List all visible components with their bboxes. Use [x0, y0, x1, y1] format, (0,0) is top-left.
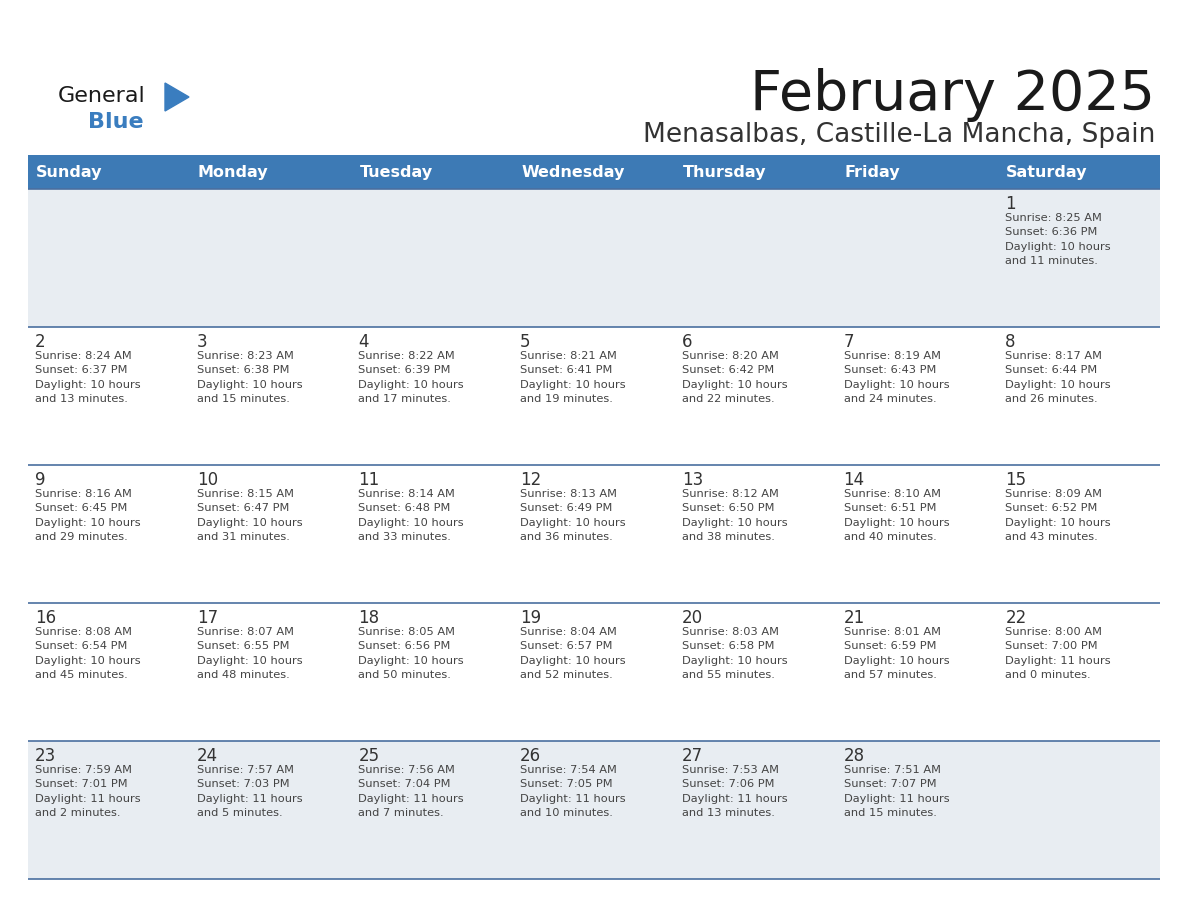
Bar: [29, 465, 1159, 603]
Text: 1: 1: [1005, 195, 1016, 213]
Text: Sunrise: 7:59 AM
Sunset: 7:01 PM
Daylight: 11 hours
and 2 minutes.: Sunrise: 7:59 AM Sunset: 7:01 PM Dayligh…: [34, 765, 140, 818]
Text: Tuesday: Tuesday: [360, 164, 432, 180]
Text: Thursday: Thursday: [683, 164, 766, 180]
Text: 16: 16: [34, 609, 56, 627]
Text: Sunrise: 8:21 AM
Sunset: 6:41 PM
Daylight: 10 hours
and 19 minutes.: Sunrise: 8:21 AM Sunset: 6:41 PM Dayligh…: [520, 351, 626, 404]
Text: Sunrise: 8:23 AM
Sunset: 6:38 PM
Daylight: 10 hours
and 15 minutes.: Sunrise: 8:23 AM Sunset: 6:38 PM Dayligh…: [197, 351, 302, 404]
Polygon shape: [165, 83, 189, 111]
Text: February 2025: February 2025: [750, 68, 1155, 122]
Text: 18: 18: [359, 609, 379, 627]
Text: 7: 7: [843, 333, 854, 351]
Text: 21: 21: [843, 609, 865, 627]
Text: 8: 8: [1005, 333, 1016, 351]
Bar: [29, 603, 1159, 741]
Text: 19: 19: [520, 609, 542, 627]
Text: General: General: [58, 86, 146, 106]
Text: 17: 17: [197, 609, 217, 627]
Text: Sunrise: 8:20 AM
Sunset: 6:42 PM
Daylight: 10 hours
and 22 minutes.: Sunrise: 8:20 AM Sunset: 6:42 PM Dayligh…: [682, 351, 788, 404]
Text: 13: 13: [682, 471, 703, 489]
Text: Sunrise: 8:12 AM
Sunset: 6:50 PM
Daylight: 10 hours
and 38 minutes.: Sunrise: 8:12 AM Sunset: 6:50 PM Dayligh…: [682, 489, 788, 543]
Text: Sunrise: 8:10 AM
Sunset: 6:51 PM
Daylight: 10 hours
and 40 minutes.: Sunrise: 8:10 AM Sunset: 6:51 PM Dayligh…: [843, 489, 949, 543]
Text: 28: 28: [843, 747, 865, 765]
Text: Sunrise: 8:07 AM
Sunset: 6:55 PM
Daylight: 10 hours
and 48 minutes.: Sunrise: 8:07 AM Sunset: 6:55 PM Dayligh…: [197, 627, 302, 680]
Text: 12: 12: [520, 471, 542, 489]
Text: 14: 14: [843, 471, 865, 489]
Text: Sunrise: 8:14 AM
Sunset: 6:48 PM
Daylight: 10 hours
and 33 minutes.: Sunrise: 8:14 AM Sunset: 6:48 PM Dayligh…: [359, 489, 465, 543]
Text: 5: 5: [520, 333, 531, 351]
Text: Sunrise: 8:03 AM
Sunset: 6:58 PM
Daylight: 10 hours
and 55 minutes.: Sunrise: 8:03 AM Sunset: 6:58 PM Dayligh…: [682, 627, 788, 680]
Text: Sunrise: 8:01 AM
Sunset: 6:59 PM
Daylight: 10 hours
and 57 minutes.: Sunrise: 8:01 AM Sunset: 6:59 PM Dayligh…: [843, 627, 949, 680]
Text: Sunrise: 7:51 AM
Sunset: 7:07 PM
Daylight: 11 hours
and 15 minutes.: Sunrise: 7:51 AM Sunset: 7:07 PM Dayligh…: [843, 765, 949, 818]
Text: Sunrise: 8:09 AM
Sunset: 6:52 PM
Daylight: 10 hours
and 43 minutes.: Sunrise: 8:09 AM Sunset: 6:52 PM Dayligh…: [1005, 489, 1111, 543]
Text: Saturday: Saturday: [1006, 164, 1088, 180]
Text: 24: 24: [197, 747, 217, 765]
Text: Sunrise: 8:25 AM
Sunset: 6:36 PM
Daylight: 10 hours
and 11 minutes.: Sunrise: 8:25 AM Sunset: 6:36 PM Dayligh…: [1005, 213, 1111, 266]
Text: 11: 11: [359, 471, 380, 489]
Text: Sunrise: 8:05 AM
Sunset: 6:56 PM
Daylight: 10 hours
and 50 minutes.: Sunrise: 8:05 AM Sunset: 6:56 PM Dayligh…: [359, 627, 465, 680]
Text: Sunrise: 8:04 AM
Sunset: 6:57 PM
Daylight: 10 hours
and 52 minutes.: Sunrise: 8:04 AM Sunset: 6:57 PM Dayligh…: [520, 627, 626, 680]
Text: 10: 10: [197, 471, 217, 489]
Text: Sunrise: 8:17 AM
Sunset: 6:44 PM
Daylight: 10 hours
and 26 minutes.: Sunrise: 8:17 AM Sunset: 6:44 PM Dayligh…: [1005, 351, 1111, 404]
Text: Monday: Monday: [197, 164, 268, 180]
Text: Menasalbas, Castille-La Mancha, Spain: Menasalbas, Castille-La Mancha, Spain: [643, 122, 1155, 148]
Text: Sunrise: 8:22 AM
Sunset: 6:39 PM
Daylight: 10 hours
and 17 minutes.: Sunrise: 8:22 AM Sunset: 6:39 PM Dayligh…: [359, 351, 465, 404]
Bar: [29, 189, 1159, 327]
Text: 23: 23: [34, 747, 56, 765]
Bar: [29, 155, 1159, 189]
Text: Sunrise: 8:15 AM
Sunset: 6:47 PM
Daylight: 10 hours
and 31 minutes.: Sunrise: 8:15 AM Sunset: 6:47 PM Dayligh…: [197, 489, 302, 543]
Bar: [29, 327, 1159, 465]
Text: Sunrise: 7:53 AM
Sunset: 7:06 PM
Daylight: 11 hours
and 13 minutes.: Sunrise: 7:53 AM Sunset: 7:06 PM Dayligh…: [682, 765, 788, 818]
Text: Friday: Friday: [845, 164, 901, 180]
Text: 3: 3: [197, 333, 208, 351]
Text: Sunrise: 8:00 AM
Sunset: 7:00 PM
Daylight: 11 hours
and 0 minutes.: Sunrise: 8:00 AM Sunset: 7:00 PM Dayligh…: [1005, 627, 1111, 680]
Bar: [29, 741, 1159, 879]
Text: Wednesday: Wednesday: [522, 164, 625, 180]
Text: Sunrise: 8:13 AM
Sunset: 6:49 PM
Daylight: 10 hours
and 36 minutes.: Sunrise: 8:13 AM Sunset: 6:49 PM Dayligh…: [520, 489, 626, 543]
Text: Sunday: Sunday: [36, 164, 102, 180]
Text: 20: 20: [682, 609, 703, 627]
Text: 27: 27: [682, 747, 703, 765]
Text: Sunrise: 8:19 AM
Sunset: 6:43 PM
Daylight: 10 hours
and 24 minutes.: Sunrise: 8:19 AM Sunset: 6:43 PM Dayligh…: [843, 351, 949, 404]
Text: 26: 26: [520, 747, 542, 765]
Text: Blue: Blue: [88, 112, 144, 132]
Text: 9: 9: [34, 471, 45, 489]
Text: 15: 15: [1005, 471, 1026, 489]
Text: 2: 2: [34, 333, 45, 351]
Text: Sunrise: 8:08 AM
Sunset: 6:54 PM
Daylight: 10 hours
and 45 minutes.: Sunrise: 8:08 AM Sunset: 6:54 PM Dayligh…: [34, 627, 140, 680]
Text: 25: 25: [359, 747, 379, 765]
Text: Sunrise: 8:24 AM
Sunset: 6:37 PM
Daylight: 10 hours
and 13 minutes.: Sunrise: 8:24 AM Sunset: 6:37 PM Dayligh…: [34, 351, 140, 404]
Text: Sunrise: 7:57 AM
Sunset: 7:03 PM
Daylight: 11 hours
and 5 minutes.: Sunrise: 7:57 AM Sunset: 7:03 PM Dayligh…: [197, 765, 302, 818]
Text: Sunrise: 7:56 AM
Sunset: 7:04 PM
Daylight: 11 hours
and 7 minutes.: Sunrise: 7:56 AM Sunset: 7:04 PM Dayligh…: [359, 765, 465, 818]
Text: 6: 6: [682, 333, 693, 351]
Text: Sunrise: 8:16 AM
Sunset: 6:45 PM
Daylight: 10 hours
and 29 minutes.: Sunrise: 8:16 AM Sunset: 6:45 PM Dayligh…: [34, 489, 140, 543]
Text: 4: 4: [359, 333, 369, 351]
Text: 22: 22: [1005, 609, 1026, 627]
Text: Sunrise: 7:54 AM
Sunset: 7:05 PM
Daylight: 11 hours
and 10 minutes.: Sunrise: 7:54 AM Sunset: 7:05 PM Dayligh…: [520, 765, 626, 818]
